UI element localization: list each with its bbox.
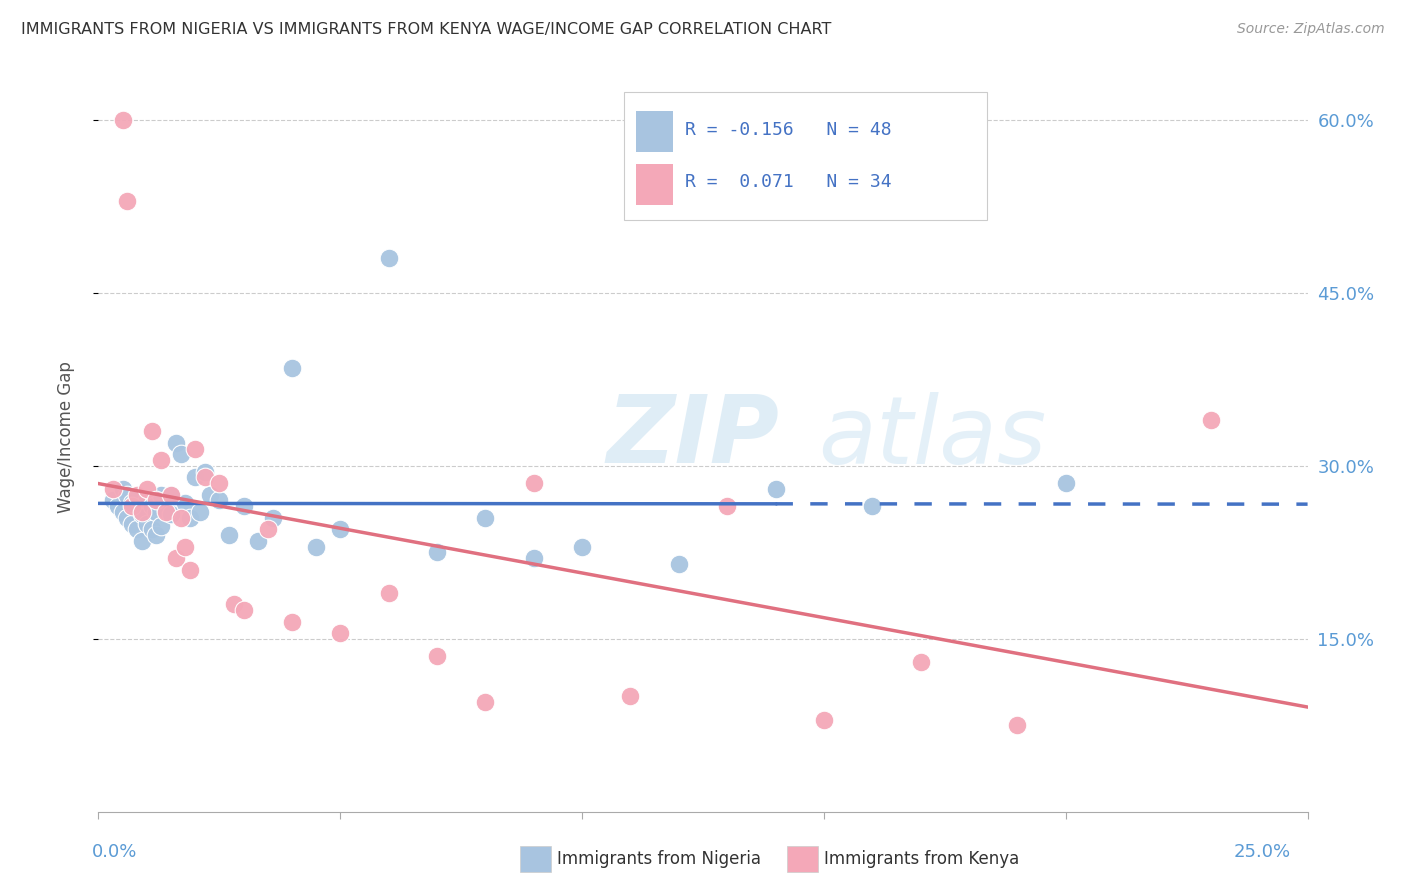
Point [619, 690, 641, 704]
Point [184, 442, 207, 456]
Point [107, 500, 129, 514]
Point [111, 505, 134, 519]
Text: atlas: atlas [818, 392, 1046, 483]
Text: Immigrants from Nigeria: Immigrants from Nigeria [557, 850, 761, 868]
Point [160, 488, 183, 502]
Point [145, 493, 167, 508]
Point [141, 425, 163, 439]
Point [121, 496, 143, 510]
Point [117, 510, 139, 524]
Point [111, 113, 134, 128]
Point [174, 496, 197, 510]
Point [523, 476, 546, 491]
Point [474, 510, 496, 524]
Point [232, 603, 254, 617]
Point [474, 695, 496, 709]
Point [135, 516, 157, 531]
Text: R =  0.071   N = 34: R = 0.071 N = 34 [685, 173, 891, 191]
FancyBboxPatch shape [624, 93, 987, 219]
Point [101, 482, 124, 496]
Point [222, 597, 245, 611]
Point [765, 482, 787, 496]
Point [155, 505, 177, 519]
Point [910, 655, 932, 669]
Point [127, 522, 149, 536]
Point [523, 551, 546, 566]
Point [329, 626, 352, 640]
Point [281, 615, 304, 629]
Point [1007, 718, 1029, 732]
Point [169, 510, 191, 524]
Point [184, 470, 207, 484]
Point [117, 194, 139, 208]
Point [160, 508, 183, 522]
Point [121, 516, 143, 531]
Point [377, 252, 399, 266]
Point [155, 502, 177, 516]
Point [121, 500, 143, 514]
Point [179, 510, 201, 524]
Point [135, 482, 157, 496]
Point [571, 540, 593, 554]
Point [716, 500, 738, 514]
Point [194, 465, 217, 479]
Point [111, 482, 134, 496]
Point [165, 551, 187, 566]
Text: Source: ZipAtlas.com: Source: ZipAtlas.com [1237, 22, 1385, 37]
Point [179, 563, 201, 577]
Point [150, 453, 173, 467]
Point [668, 557, 690, 571]
Point [127, 491, 149, 505]
Text: IMMIGRANTS FROM NIGERIA VS IMMIGRANTS FROM KENYA WAGE/INCOME GAP CORRELATION CHA: IMMIGRANTS FROM NIGERIA VS IMMIGRANTS FR… [21, 22, 831, 37]
Point [145, 528, 167, 542]
Point [117, 488, 139, 502]
Point [1199, 413, 1222, 427]
Point [329, 522, 352, 536]
Point [145, 505, 167, 519]
Point [218, 528, 240, 542]
Point [262, 510, 284, 524]
Point [141, 522, 163, 536]
Bar [637, 163, 672, 205]
Point [194, 470, 217, 484]
Point [131, 533, 153, 548]
Point [135, 493, 157, 508]
Point [150, 488, 173, 502]
Point [305, 540, 328, 554]
Point [426, 649, 449, 664]
Y-axis label: Wage/Income Gap: Wage/Income Gap [56, 361, 75, 513]
Point [188, 505, 211, 519]
Point [1054, 476, 1077, 491]
Point [160, 488, 183, 502]
Point [169, 447, 191, 461]
Text: 0.0%: 0.0% [91, 843, 136, 861]
Point [131, 508, 153, 522]
Point [174, 540, 197, 554]
Point [256, 522, 278, 536]
Point [860, 500, 883, 514]
Point [377, 585, 399, 599]
Point [208, 493, 231, 508]
Text: Immigrants from Kenya: Immigrants from Kenya [824, 850, 1019, 868]
Point [813, 713, 835, 727]
Point [131, 505, 153, 519]
Bar [637, 112, 672, 153]
Point [101, 493, 124, 508]
Point [247, 533, 270, 548]
Point [281, 360, 304, 375]
Point [232, 500, 254, 514]
Text: 25.0%: 25.0% [1233, 843, 1291, 861]
Text: ZIP: ZIP [606, 391, 779, 483]
Point [208, 476, 231, 491]
Point [198, 488, 221, 502]
Point [127, 488, 149, 502]
Point [426, 545, 449, 559]
Point [165, 435, 187, 450]
Text: R = -0.156   N = 48: R = -0.156 N = 48 [685, 121, 891, 139]
Point [141, 500, 163, 514]
Point [150, 519, 173, 533]
